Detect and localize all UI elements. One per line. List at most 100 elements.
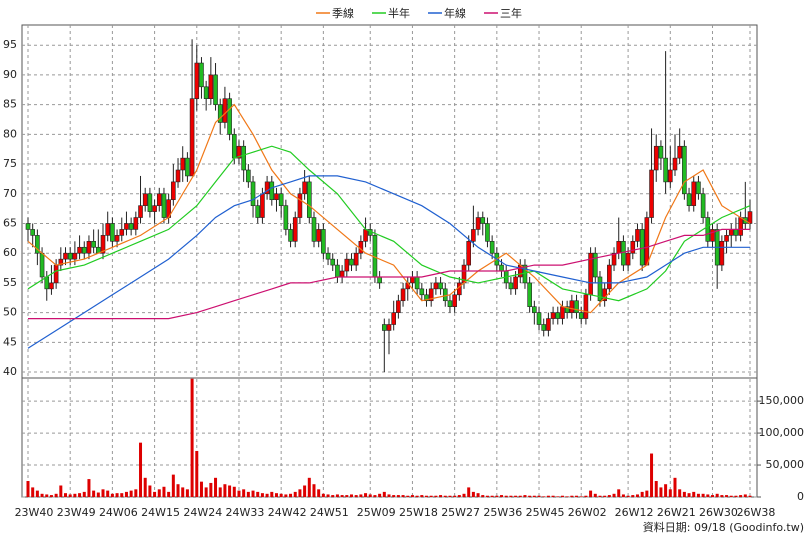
volume-bar: [467, 487, 471, 497]
volume-bar: [523, 495, 527, 497]
candle-body: [180, 157, 186, 171]
volume-bar: [518, 495, 522, 497]
volume-bar: [471, 491, 475, 497]
candle-body: [419, 288, 425, 296]
volume-bar: [542, 496, 546, 497]
volume-bar: [396, 495, 400, 497]
volume-bar: [181, 487, 185, 497]
candle-body: [747, 211, 753, 224]
candle-body: [344, 258, 350, 272]
volume-bar: [500, 495, 504, 497]
x-tick-label: 25W45: [526, 506, 565, 519]
x-tick-label: 23W49: [57, 506, 96, 519]
candle-body: [213, 74, 218, 105]
volume-bar: [725, 495, 729, 497]
y2-tick-label: 150,000: [759, 394, 805, 407]
y-tick-label: 65: [3, 216, 17, 229]
candle-body: [475, 217, 481, 230]
volume-bar: [514, 495, 518, 497]
candle-body: [630, 241, 636, 254]
volume-bar: [696, 493, 700, 497]
candle-body: [260, 193, 265, 218]
candle-body: [124, 223, 129, 230]
volume-bar: [242, 489, 246, 497]
candle-body: [194, 62, 200, 99]
volume-bar: [687, 493, 691, 497]
y-tick-label: 50: [3, 306, 17, 319]
candle-body: [147, 193, 153, 212]
volume-bar: [120, 493, 124, 497]
candle-body: [35, 235, 40, 254]
candle-body: [560, 306, 565, 319]
candle-body: [77, 246, 82, 254]
candle-body: [611, 252, 617, 266]
candle-body: [53, 264, 59, 284]
candle-body: [44, 276, 50, 290]
candle-body: [311, 217, 317, 242]
candle-body: [583, 294, 589, 319]
candle-body: [447, 300, 453, 307]
volume-bar: [739, 495, 743, 497]
candle-body: [297, 193, 303, 218]
y-tick-label: 70: [3, 187, 17, 200]
candle-body: [625, 252, 631, 266]
volume-bar: [26, 481, 30, 497]
candle-body: [639, 229, 645, 266]
volume-bar: [185, 489, 189, 497]
volume-bar: [621, 494, 625, 497]
candle-body: [138, 205, 143, 218]
candle-body: [527, 282, 532, 307]
volume-bar: [331, 495, 335, 497]
candle-body: [738, 217, 743, 236]
candle-body: [649, 169, 654, 218]
candle-body: [499, 264, 504, 272]
volume-bar: [584, 495, 588, 497]
candle-body: [532, 306, 537, 313]
volume-bar: [284, 494, 288, 497]
volume-bar: [321, 493, 325, 497]
candle-body: [541, 324, 547, 331]
candle-body: [363, 229, 368, 242]
volume-bar: [387, 494, 391, 497]
volume-bar: [664, 484, 668, 497]
candle-body: [442, 288, 448, 302]
volume-bar: [303, 485, 307, 497]
volume-bar: [40, 493, 44, 497]
candle-body: [607, 264, 612, 290]
volume-bar: [425, 495, 429, 497]
x-tick-label: 24W15: [141, 506, 180, 519]
candle-body: [264, 181, 270, 195]
candle-body: [377, 276, 382, 284]
x-tick-label: 26W30: [699, 506, 738, 519]
volume-bar: [631, 495, 635, 497]
volume-bar: [78, 493, 82, 497]
candle-body: [283, 205, 289, 230]
ma-line: [28, 228, 750, 320]
volume-bar: [270, 491, 274, 497]
volume-bar: [575, 495, 579, 497]
candle-body: [25, 223, 31, 230]
candle-body: [382, 324, 387, 331]
x-tick-label: 25W27: [441, 506, 480, 519]
volume-bar: [256, 491, 260, 497]
candle-body: [278, 193, 284, 206]
volume-bar: [626, 495, 630, 497]
candle-body: [513, 276, 518, 290]
candle-body: [208, 74, 214, 99]
candle-body: [546, 318, 551, 331]
volume-bar: [589, 490, 593, 497]
x-tick-label: 24W24: [183, 506, 222, 519]
candle-body: [466, 241, 472, 266]
volume-bar: [368, 494, 372, 497]
volume-bar: [73, 493, 77, 497]
candle-body: [72, 252, 78, 260]
x-tick-label: 25W36: [483, 506, 522, 519]
volume-bar: [701, 493, 705, 497]
candle-body: [621, 241, 626, 266]
volume-bar: [289, 493, 293, 497]
volume-bar: [504, 495, 508, 497]
volume-bar: [237, 490, 241, 497]
candle-body: [653, 145, 659, 171]
volume-bar: [265, 493, 269, 497]
candle-body: [171, 181, 176, 201]
